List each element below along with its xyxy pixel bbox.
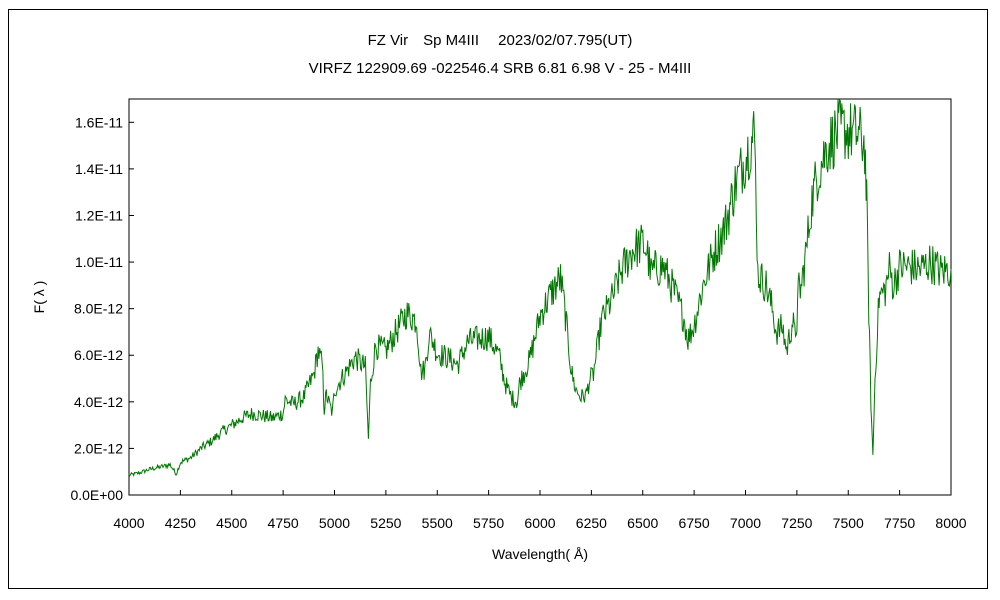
y-tick-label: 1.2E-11	[75, 207, 123, 223]
x-tick-label: 6000	[524, 515, 555, 531]
x-tick-label: 7750	[884, 515, 915, 531]
plot-border	[128, 98, 952, 496]
y-tick-label: 6.0E-12	[74, 347, 123, 363]
x-tick-label: 5750	[473, 515, 504, 531]
y-axis: 0.0E+00 2.0E-12 4.0E-12 6.0E-12 8.0E-12 1.0E-…	[70, 114, 134, 503]
x-tick-label: 4750	[268, 515, 299, 531]
x-tick-label: 5250	[370, 515, 401, 531]
x-tick-label: 5500	[422, 515, 453, 531]
y-tick-label: 4.0E-12	[74, 394, 123, 410]
x-tick-label: 4250	[165, 515, 196, 531]
chart-title: FZ Vir Sp M4III 2023/02/07.795(UT)	[367, 32, 633, 49]
series-line-fz-vir	[128, 99, 952, 477]
y-tick-label: 1.0E-11	[75, 254, 123, 270]
y-axis-label: F( λ )	[31, 281, 47, 314]
y-tick-label: 2.0E-12	[74, 440, 123, 456]
y-tick-label: 0.0E+00	[70, 487, 123, 503]
y-tick-label: 1.6E-11	[75, 114, 123, 130]
x-tick-label: 8000	[935, 515, 966, 531]
x-tick-label: 6500	[627, 515, 658, 531]
y-tick-label: 1.4E-11	[75, 161, 123, 177]
y-tick-label: 8.0E-12	[74, 301, 123, 317]
x-tick-label: 4500	[216, 515, 247, 531]
x-tick-label: 7500	[833, 515, 864, 531]
x-tick-label: 7000	[730, 515, 761, 531]
x-axis-label: Wavelength( Å)	[492, 546, 588, 562]
x-axis: 4000 4250 4500 4750 5000 5250 5500 5750 6000 6250…	[113, 490, 967, 531]
chart-frame	[8, 9, 988, 589]
x-tick-label: 4000	[113, 515, 144, 531]
x-tick-label: 6750	[679, 515, 710, 531]
x-tick-label: 5000	[319, 515, 350, 531]
x-tick-label: 6250	[576, 515, 607, 531]
chart-subtitle: VIRFZ 122909.69 -022546.4 SRB 6.81 6.98 …	[308, 60, 692, 77]
x-tick-label: 7250	[781, 515, 812, 531]
